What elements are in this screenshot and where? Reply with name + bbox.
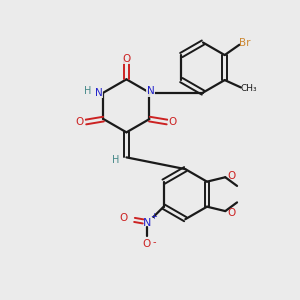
Text: O: O: [169, 117, 177, 127]
Text: O: O: [119, 214, 128, 224]
Text: O: O: [122, 54, 130, 64]
Text: -: -: [152, 237, 156, 247]
Text: O: O: [227, 171, 235, 181]
Text: H: H: [84, 86, 91, 96]
Text: CH₃: CH₃: [241, 84, 257, 93]
Text: O: O: [227, 208, 235, 218]
Text: +: +: [150, 212, 157, 221]
Text: Br: Br: [239, 38, 250, 48]
Text: H: H: [112, 155, 119, 165]
Text: O: O: [142, 239, 151, 249]
Text: N: N: [147, 86, 155, 96]
Text: N: N: [143, 218, 152, 228]
Text: O: O: [76, 117, 84, 127]
Text: N: N: [95, 88, 103, 98]
